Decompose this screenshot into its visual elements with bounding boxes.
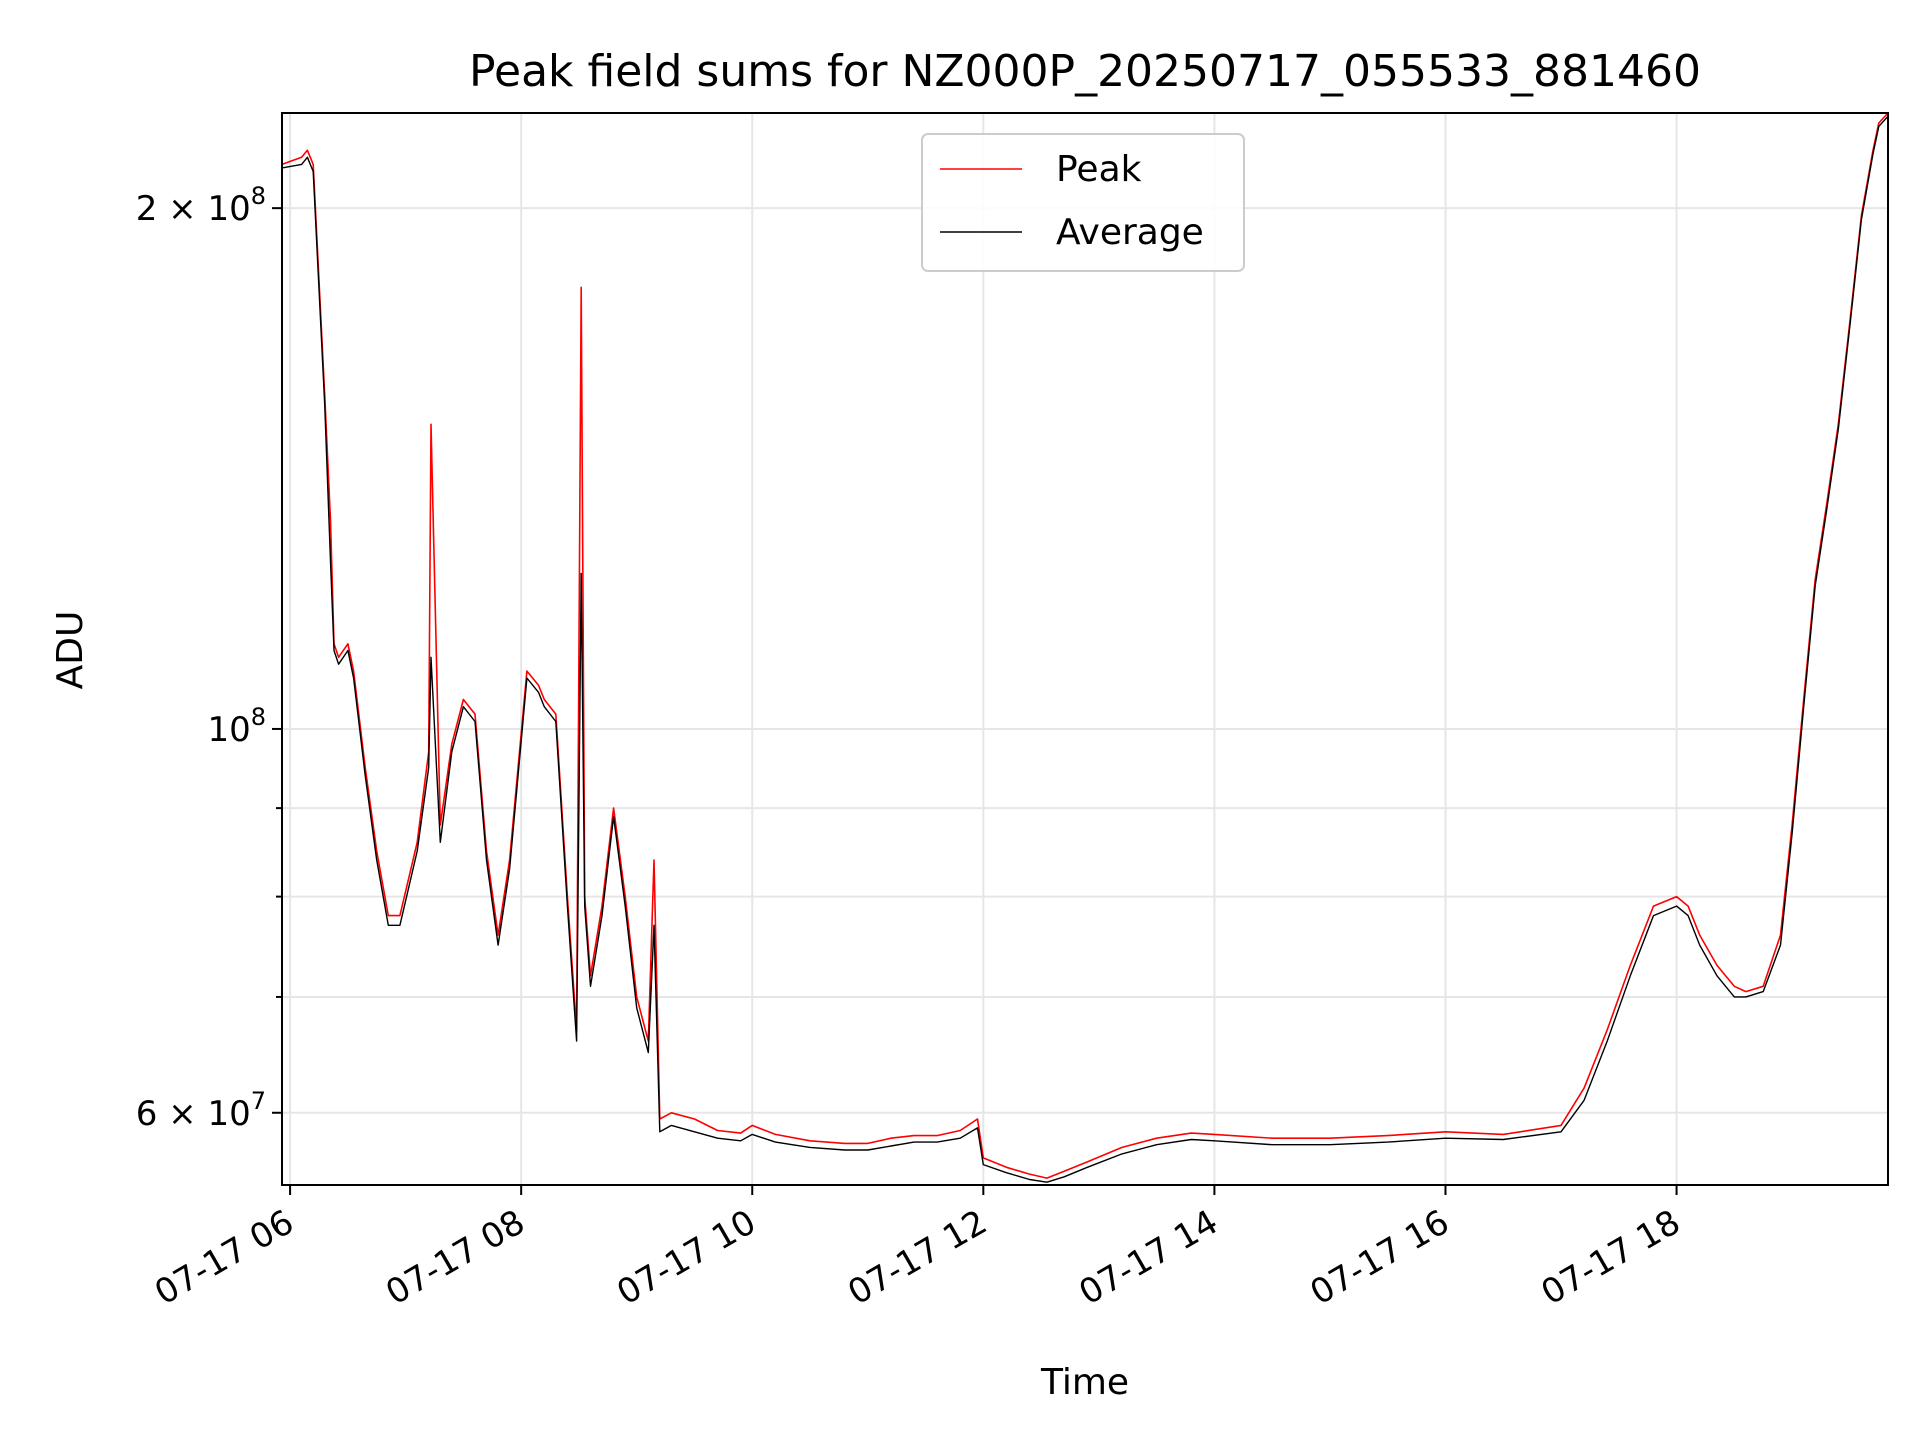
y-tick-label: 108 — [207, 703, 266, 750]
series-line-average — [281, 115, 1889, 1183]
legend-label-peak: Peak — [1056, 149, 1142, 190]
legend: Peak Average — [921, 133, 1245, 272]
x-axis-label: Time — [1040, 1362, 1129, 1403]
y-axis: 108 6 × 107 2 × 108 — [136, 182, 282, 1134]
plot-frame — [281, 112, 1889, 1186]
y-tick-label: 2 × 108 — [136, 182, 266, 229]
y-tick-label: 6 × 107 — [136, 1087, 266, 1134]
chart-title: Peak field sums for NZ000P_20250717_0555… — [469, 46, 1701, 97]
y-axis-label: ADU — [50, 611, 91, 690]
series-group — [281, 112, 1889, 1183]
grid — [282, 113, 1888, 1185]
series-line-peak — [281, 112, 1889, 1179]
legend-label-average: Average — [1056, 212, 1204, 253]
